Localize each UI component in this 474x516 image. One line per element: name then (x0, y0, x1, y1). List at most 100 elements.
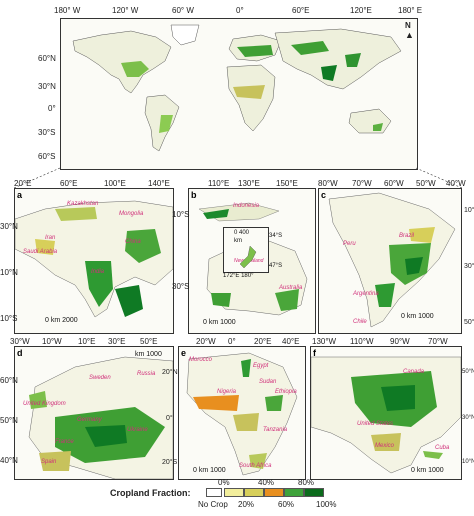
legend-bottom-label: 100% (316, 500, 337, 509)
legend-swatch-no-crop (206, 488, 222, 497)
panel-d-lat-tick: 60°N (0, 376, 18, 385)
legend-swatch-40-60 (264, 488, 284, 497)
north-arrow-icon: ▲ (405, 30, 414, 40)
panel-b-lat-tick: 10°S (172, 210, 190, 219)
connector-lines (13, 167, 463, 189)
panel-d-lon-tick: 10°E (78, 337, 96, 346)
legend-bottom-label: 20% (238, 500, 255, 509)
place-label: Chile (353, 319, 367, 325)
legend-swatch-60-80 (284, 488, 304, 497)
place-label: Mongolia (119, 211, 144, 217)
legend-swatch-20-40 (244, 488, 264, 497)
inset-lon: 172°E 180° (223, 273, 254, 279)
panel-f-lat-tick: 10°N (462, 459, 474, 465)
panel-a-label: a (17, 190, 23, 200)
place-label: Kazakhstan (67, 201, 99, 207)
world-lat-tick: 0° (48, 104, 56, 113)
panel-f-label: f (313, 348, 316, 358)
panel-e-lon-tick: 0° (228, 337, 236, 346)
panel-a-map (15, 200, 173, 318)
place-label: Iran (45, 235, 56, 241)
panel-f: f Canada United States Mexico Cuba 0 km … (310, 346, 462, 480)
panel-b-lon-tick: 110°E (208, 179, 230, 188)
panel-e: e Morocco Egypt Sudan Nigeria Ethiopia T… (178, 346, 306, 480)
panel-e-map (186, 352, 298, 476)
world-lon-tick: 180° W (54, 6, 81, 15)
world-map-panel: N ▲ (60, 18, 418, 170)
panel-c-lon-tick: 50°W (416, 179, 436, 188)
panel-f-lon-tick: 70°W (428, 337, 448, 346)
panel-c-lat-tick: 10°S (464, 207, 474, 214)
panel-d-scale: km 1000 (135, 351, 162, 358)
world-lat-tick: 30°S (38, 128, 56, 137)
panel-a-lon-tick: 60°E (60, 179, 78, 188)
panel-f-lon-tick: 110°W (350, 337, 374, 346)
place-label: United Kingdom (23, 401, 66, 407)
place-label: Spain (41, 459, 57, 465)
place-label: France (55, 439, 74, 445)
panel-e-lon-tick: 40°E (282, 337, 300, 346)
panel-a-lat-tick: 10°N (0, 268, 18, 277)
panel-c-lon-tick: 60°W (384, 179, 404, 188)
place-label: Canada (403, 369, 425, 375)
inset-scale: 0 400 (234, 230, 250, 236)
place-label: Mexico (375, 443, 395, 449)
world-lon-tick: 60° W (172, 6, 194, 15)
legend-swatch-80-100 (304, 488, 324, 497)
world-map-drawing (72, 24, 402, 152)
place-label: Indonesia (233, 203, 260, 209)
panel-b-scale: 0 km 1000 (203, 319, 236, 326)
world-lon-tick: 120° W (112, 6, 139, 15)
panel-a-lon-tick: 140°E (148, 179, 170, 188)
world-lat-tick: 60°S (38, 152, 56, 161)
legend-bottom-label: No Crop (198, 500, 228, 509)
inset-lat: 34°S (269, 233, 283, 239)
panel-d-lat-tick: 40°N (0, 456, 18, 465)
place-label: Saudi Arabia (23, 249, 58, 255)
panel-f-lat-tick: 30°N (462, 415, 474, 421)
panel-d-lon-tick: 10°W (42, 337, 62, 346)
place-label: Morocco (189, 357, 213, 363)
panel-a: a Kazakhstan Mongolia Iran China Saudi A… (14, 188, 174, 334)
panel-e-lat-tick: 0° (166, 415, 173, 422)
panel-b-map (198, 202, 308, 316)
panel-e-lat-tick: 20°S (162, 459, 178, 466)
panel-a-lat-tick: 10°S (0, 314, 18, 323)
place-label: United States (357, 421, 394, 427)
panel-a-lon-tick: 20°E (14, 179, 32, 188)
panel-c-lon-tick: 80°W (318, 179, 338, 188)
inset-map (239, 245, 257, 269)
panel-f-lon-tick: 130°W (312, 337, 337, 346)
panel-e-lon-tick: 20°W (196, 337, 216, 346)
place-label: India (91, 269, 105, 275)
panel-f-map (311, 356, 461, 474)
place-label: Russia (137, 371, 156, 377)
new-zealand-inset: 0 400 km New Zealand (223, 227, 269, 273)
world-lat-tick: 30°N (38, 82, 56, 91)
legend-bottom-label: 60% (278, 500, 295, 509)
panel-e-label: e (181, 348, 187, 358)
panel-e-lat-tick: 20°N (162, 369, 178, 376)
panel-d-lon-tick: 50°E (140, 337, 158, 346)
panel-b: 0 400 km New Zealand 34°S 47°S 172°E 180… (188, 188, 316, 334)
place-label: Sudan (259, 379, 277, 385)
legend-swatch-0-20 (224, 488, 244, 497)
world-lon-tick: 0° (236, 6, 244, 15)
place-label: Brazil (399, 233, 415, 239)
panel-a-lon-tick: 100°E (104, 179, 126, 188)
panel-b-lat-tick: 30°S (172, 282, 190, 291)
inset-lat-2: 47°S (269, 263, 283, 269)
panel-d-map (28, 356, 173, 479)
panel-c-lat-tick: 30°S (464, 263, 474, 270)
place-label: Australia (279, 285, 303, 291)
panel-d: d United Kingdom Sweden Russia Germany U… (14, 346, 174, 480)
panel-f-lon-tick: 90°W (390, 337, 410, 346)
inset-scale-unit: km (234, 238, 242, 244)
north-arrow-label: N (405, 21, 411, 30)
place-label: Germany (77, 417, 102, 423)
legend-top-label: 80% (298, 478, 315, 487)
panel-f-lat-tick: 50°N (462, 369, 474, 375)
panel-c-map (328, 192, 456, 328)
place-label: Tanzania (263, 427, 288, 433)
panel-a-scale: 0 km 2000 (45, 317, 78, 324)
